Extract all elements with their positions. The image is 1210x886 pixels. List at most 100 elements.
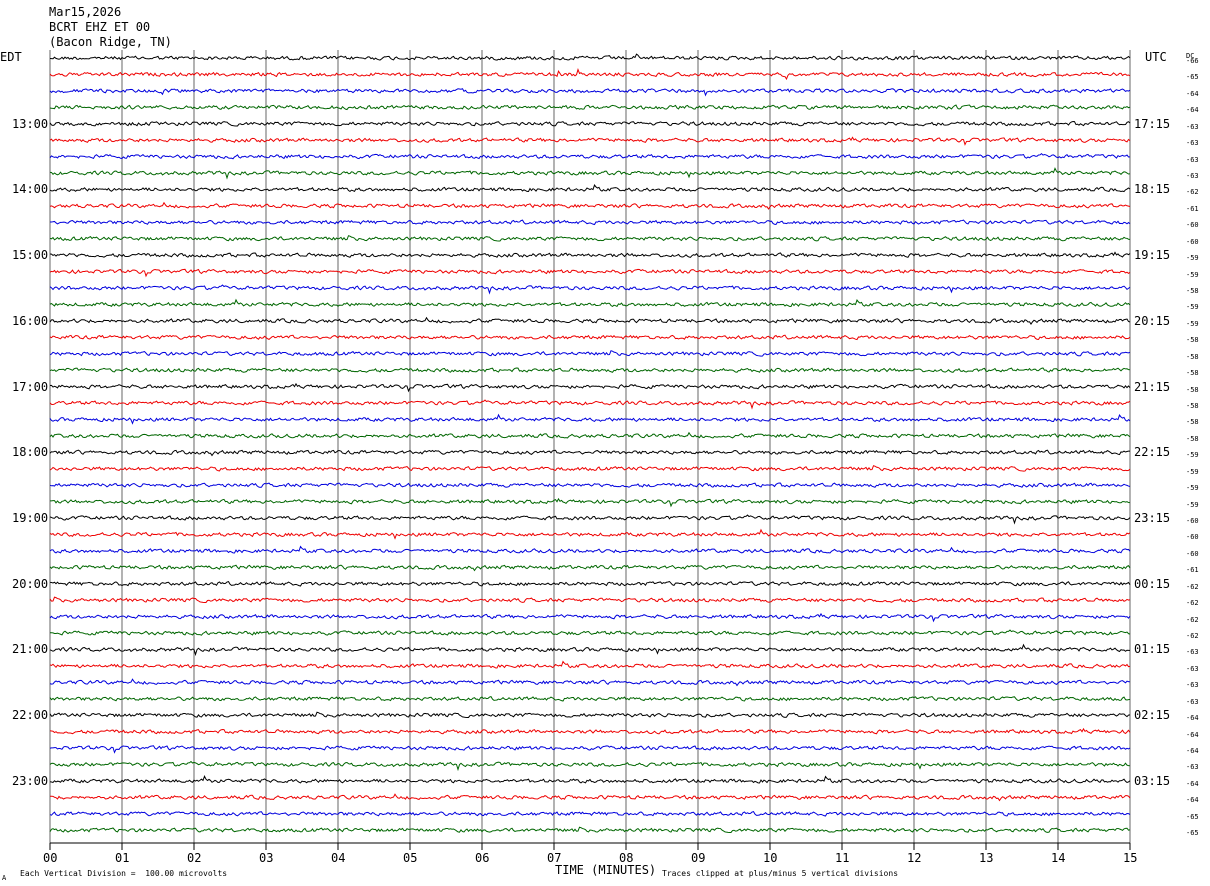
edt-hour-label: 17:00 — [12, 379, 49, 394]
dc-offset-label: -59 — [1186, 467, 1199, 476]
dc-offset-label: -58 — [1186, 385, 1199, 394]
trace-row-21 — [49, 399, 1131, 410]
dc-offset-label: -60 — [1186, 549, 1199, 558]
x-tick-label: 03 — [259, 851, 274, 865]
x-tick-label: 11 — [835, 851, 850, 865]
dc-offset-label: -62 — [1186, 582, 1199, 591]
trace-row-5 — [49, 136, 1131, 146]
x-tick-label: 15 — [1123, 851, 1138, 865]
dc-offset-label: -58 — [1186, 402, 1199, 411]
dc-offset-label: -59 — [1186, 303, 1199, 312]
dc-offset-label: -64 — [1186, 730, 1199, 739]
seismic-traces — [49, 53, 1131, 834]
dc-offset-label: -58 — [1186, 287, 1199, 296]
dc-offset-label: -64 — [1186, 89, 1199, 98]
dc-offset-label: -64 — [1186, 779, 1199, 788]
trace-row-14 — [49, 284, 1131, 295]
trace-row-46 — [49, 811, 1131, 817]
edt-hour-label: 13:00 — [12, 116, 49, 131]
dc-offset-label: -62 — [1186, 632, 1199, 641]
trace-row-26 — [49, 482, 1131, 488]
dc-offset-label: -63 — [1186, 664, 1199, 673]
dc-offset-label: -63 — [1186, 697, 1199, 706]
x-tick-label: 09 — [691, 851, 706, 865]
trace-row-31 — [49, 564, 1131, 572]
dc-offset-label: -64 — [1186, 106, 1199, 115]
x-tick-label: 05 — [403, 851, 418, 865]
trace-row-3 — [49, 104, 1131, 111]
trace-row-16 — [49, 316, 1131, 325]
trace-row-20 — [49, 382, 1131, 393]
trace-row-1 — [49, 68, 1131, 81]
trace-row-28 — [49, 514, 1131, 525]
corner-mark: A — [2, 874, 7, 882]
dc-offset-label: -62 — [1186, 615, 1199, 624]
dc-offset-label: -65 — [1186, 73, 1199, 82]
trace-row-39 — [49, 695, 1131, 702]
trace-row-47 — [49, 826, 1131, 834]
plot-date: Mar15,2026 — [49, 5, 122, 19]
x-tick-label: 07 — [547, 851, 562, 865]
x-tick-label: 02 — [187, 851, 202, 865]
trace-row-34 — [49, 612, 1131, 623]
utc-hour-label: 21:15 — [1134, 379, 1171, 394]
x-tick-label: 01 — [115, 851, 130, 865]
edt-hour-label: 23:00 — [12, 773, 49, 788]
utc-hour-label: 03:15 — [1134, 773, 1171, 788]
x-tick-label: 06 — [475, 851, 490, 865]
right-timezone-label: UTC — [1145, 50, 1167, 64]
x-tick-label: 14 — [1051, 851, 1066, 865]
trace-row-11 — [49, 235, 1131, 242]
trace-row-43 — [49, 760, 1131, 772]
edt-hour-label: 19:00 — [12, 511, 49, 526]
trace-row-6 — [49, 152, 1131, 160]
dc-offset-label: -63 — [1186, 172, 1199, 180]
trace-row-42 — [49, 745, 1131, 754]
x-axis-title: TIME (MINUTES) — [555, 863, 657, 877]
trace-row-8 — [49, 183, 1131, 193]
left-timezone-label: EDT — [0, 50, 22, 64]
dc-offset-label: -59 — [1186, 484, 1199, 493]
x-axis-ticks — [49, 842, 1131, 850]
utc-hour-label: 18:15 — [1134, 182, 1171, 197]
edt-hour-label: 18:00 — [12, 445, 49, 460]
edt-hour-label: 14:00 — [12, 182, 49, 197]
trace-row-9 — [49, 201, 1131, 210]
utc-hour-label: 00:15 — [1134, 576, 1171, 591]
trace-row-35 — [49, 629, 1131, 636]
dc-offset-label: -60 — [1186, 533, 1199, 542]
dc-offset-label: -59 — [1186, 500, 1199, 509]
trace-row-17 — [49, 334, 1131, 341]
trace-row-0 — [49, 53, 1131, 61]
trace-row-45 — [50, 793, 1131, 802]
dc-offset-label: -63 — [1186, 139, 1199, 148]
trace-row-19 — [49, 367, 1131, 373]
dc-offset-label: -66 — [1186, 57, 1199, 65]
x-tick-label: 12 — [907, 851, 922, 865]
station-code: BCRT EHZ ET 00 — [49, 20, 151, 34]
trace-row-22 — [49, 413, 1131, 425]
trace-row-38 — [49, 678, 1131, 687]
dc-offset-label: -61 — [1186, 204, 1199, 213]
dc-offset-label: -58 — [1186, 352, 1199, 361]
dc-offset-header: DC — [1186, 52, 1195, 60]
trace-row-36 — [49, 643, 1131, 657]
utc-hour-label: 20:15 — [1134, 313, 1171, 328]
dc-offset-label: -58 — [1186, 434, 1199, 443]
dc-offset-label: -63 — [1186, 648, 1199, 657]
trace-row-4 — [49, 121, 1131, 127]
dc-offset-label: -60 — [1186, 221, 1199, 230]
trace-row-7 — [49, 167, 1131, 180]
trace-row-44 — [49, 775, 1131, 784]
dc-offset-label: -60 — [1186, 517, 1199, 526]
dc-offset-label: -64 — [1186, 714, 1199, 723]
x-tick-label: 04 — [331, 851, 346, 865]
edt-hour-label: 16:00 — [12, 313, 49, 328]
edt-hour-label: 15:00 — [12, 248, 49, 263]
trace-row-33 — [49, 596, 1131, 604]
grid-lines — [49, 50, 1131, 843]
station-location: (Bacon Ridge, TN) — [49, 35, 172, 49]
dc-offset-label: -58 — [1186, 418, 1199, 427]
trace-row-24 — [49, 449, 1130, 457]
